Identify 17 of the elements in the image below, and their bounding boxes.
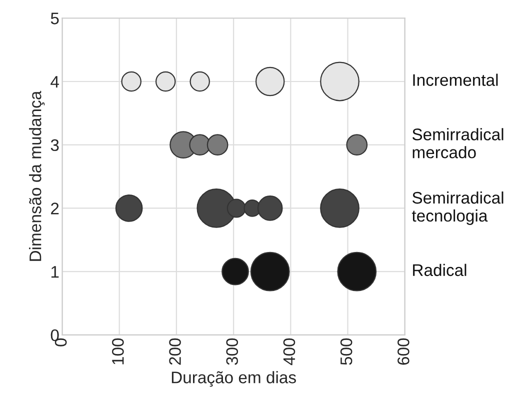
y-tick-label: 1: [51, 266, 59, 278]
x-tick-label: 300: [226, 338, 238, 365]
x-tick-label: 400: [283, 338, 296, 366]
y-axis-title: Dimensão da mudança: [29, 90, 45, 261]
y-tick-label: 4: [50, 76, 59, 88]
x-axis-title: Duração em dias: [172, 371, 296, 387]
x-tick-label: 500: [340, 338, 352, 365]
text: Radical: [413, 264, 466, 276]
text: Semirradical mercado: [412, 128, 504, 158]
text: Incremental: [413, 74, 498, 86]
x-tick-label: 200: [169, 338, 181, 365]
y-tick-label: 2: [51, 202, 59, 214]
text: Semirradical tecnologia: [412, 191, 504, 225]
x-tick-label: 100: [112, 338, 124, 364]
y-tick-label: 5: [50, 12, 59, 24]
y-tick-label: 3: [50, 139, 59, 152]
x-tick-label: 600: [398, 338, 410, 365]
